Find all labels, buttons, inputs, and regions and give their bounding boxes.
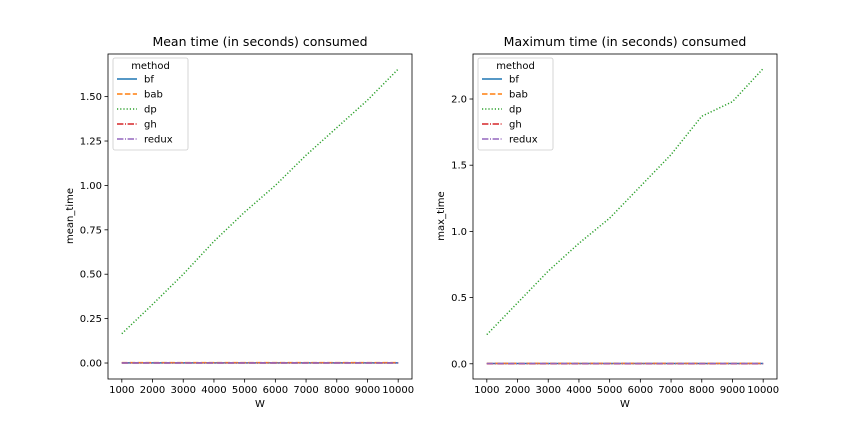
- x-tick-label: 8000: [324, 385, 349, 396]
- series-lines: [486, 68, 764, 365]
- x-tick-label: 1000: [474, 385, 499, 396]
- legend-items: bf bab dp gh redux: [482, 75, 538, 146]
- legend-label-redux: redux: [509, 135, 538, 146]
- y-tick-label: 1.25: [80, 137, 102, 148]
- legend: method bf bab dp gh redux: [112, 57, 189, 151]
- legend-label-redux: redux: [144, 135, 173, 146]
- x-tick-label: 8000: [689, 385, 714, 396]
- x-ticks: 1000 2000 3000 4000 5000 6000 7000 8000 9000 1000…: [109, 379, 414, 396]
- legend-label-bab: bab: [144, 90, 163, 101]
- series-line-dp: [486, 68, 764, 336]
- y-tick-label: 1.0: [451, 227, 467, 238]
- mean-time-chart: Mean time (in seconds) consumed W mean_t…: [65, 34, 414, 410]
- y-tick-label: 1.50: [80, 92, 102, 103]
- chart-title: Mean time (in seconds) consumed: [152, 34, 367, 49]
- x-tick-label: 7000: [293, 385, 318, 396]
- legend-items: bf bab dp gh redux: [117, 75, 173, 146]
- x-tick-label: 9000: [355, 385, 380, 396]
- x-tick-label: 3000: [171, 385, 196, 396]
- x-tick-label: 9000: [720, 385, 745, 396]
- x-tick-label: 7000: [658, 385, 683, 396]
- legend: method bf bab dp gh redux: [477, 57, 554, 151]
- x-ticks: 1000 2000 3000 4000 5000 6000 7000 8000 9000 1000…: [474, 379, 779, 396]
- y-tick-label: 0.25: [80, 314, 102, 325]
- y-ticks: 0.0 0.5 1.0 1.5 2.0: [451, 95, 473, 370]
- legend-label-bf: bf: [509, 75, 519, 86]
- chart-title: Maximum time (in seconds) consumed: [504, 34, 747, 49]
- y-tick-label: 0.50: [80, 270, 102, 281]
- legend-title: method: [131, 61, 170, 72]
- x-tick-label: 5000: [232, 385, 257, 396]
- legend-label-bab: bab: [509, 90, 528, 101]
- x-tick-label: 6000: [628, 385, 653, 396]
- max-time-chart: Maximum time (in seconds) consumed W max…: [436, 34, 779, 410]
- x-tick-label: 4000: [201, 385, 226, 396]
- x-tick-label: 2000: [140, 385, 165, 396]
- x-tick-label: 2000: [505, 385, 530, 396]
- y-axis-label: mean_time: [65, 188, 76, 244]
- legend-label-bf: bf: [144, 75, 154, 86]
- y-tick-label: 0.75: [80, 225, 102, 236]
- plot-frame: [472, 53, 778, 380]
- x-tick-label: 10000: [747, 385, 779, 396]
- x-tick-label: 10000: [382, 385, 414, 396]
- series-lines: [121, 68, 399, 364]
- y-tick-label: 0.0: [451, 359, 467, 370]
- y-tick-label: 1.00: [80, 181, 102, 192]
- y-tick-label: 0.00: [80, 359, 102, 370]
- x-tick-label: 3000: [536, 385, 561, 396]
- x-axis-label: W: [620, 399, 630, 410]
- x-axis-label: W: [255, 399, 265, 410]
- legend-box: [477, 57, 554, 151]
- x-tick-label: 6000: [263, 385, 288, 396]
- y-axis-label: max_time: [436, 191, 447, 240]
- legend-label-gh: gh: [509, 120, 522, 131]
- y-tick-label: 1.5: [451, 161, 467, 172]
- y-ticks: 0.00 0.25 0.50 0.75 1.00 1.25 1.50: [80, 92, 108, 370]
- legend-label-dp: dp: [144, 105, 157, 116]
- legend-box: [112, 57, 189, 151]
- x-tick-label: 4000: [566, 385, 591, 396]
- legend-label-gh: gh: [144, 120, 157, 131]
- legend-label-dp: dp: [509, 105, 522, 116]
- legend-title: method: [496, 61, 535, 72]
- plot-frame: [107, 53, 413, 380]
- y-tick-label: 2.0: [451, 95, 467, 106]
- y-tick-label: 0.5: [451, 293, 467, 304]
- x-tick-label: 5000: [597, 385, 622, 396]
- x-tick-label: 1000: [109, 385, 134, 396]
